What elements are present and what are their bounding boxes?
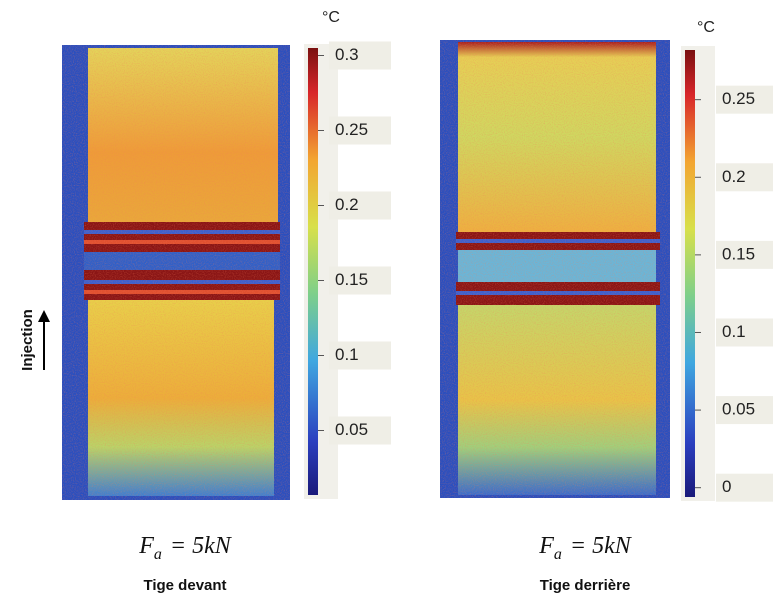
tick-label-box xyxy=(329,341,391,370)
tick-label: 0.2 xyxy=(722,167,746,186)
tick-label: 0.1 xyxy=(335,345,359,364)
tick-label-box xyxy=(716,240,773,269)
tick-label: 0.2 xyxy=(335,195,359,214)
formula-symbol: F xyxy=(138,533,154,559)
injection-label: Injection xyxy=(19,309,36,371)
tick-label-box xyxy=(329,191,391,220)
tick-label-box xyxy=(716,396,773,425)
thermal-image-right xyxy=(440,40,670,498)
thermal-image-left xyxy=(62,45,290,500)
tick-label: 0.15 xyxy=(722,244,755,263)
colorbar-gradient xyxy=(685,50,695,497)
formula: Fa = 5kN xyxy=(538,533,633,563)
tick-label-box xyxy=(329,116,391,145)
tick-label-box xyxy=(716,473,773,502)
formula-symbol: F xyxy=(538,533,554,559)
tick-label: 0.05 xyxy=(335,420,368,439)
tick-label-box xyxy=(716,85,773,114)
formula: Fa = 5kN xyxy=(138,533,233,563)
tick-label-box xyxy=(329,41,391,70)
caption: Tige derrière xyxy=(540,577,631,594)
caption: Tige devant xyxy=(143,577,226,594)
colorbar-gradient xyxy=(308,48,318,495)
tick-label: 0 xyxy=(722,477,731,496)
tick-label: 0.1 xyxy=(722,322,746,341)
formula-subscript: a xyxy=(554,546,562,563)
colorbar-unit: °C xyxy=(697,19,715,36)
colorbar-unit: °C xyxy=(322,9,340,26)
formula-subscript: a xyxy=(154,546,162,563)
tick-label: 0.15 xyxy=(335,270,368,289)
tick-label: 0.25 xyxy=(722,89,755,108)
tick-label: 0.05 xyxy=(722,400,755,419)
colorbar: °C 0.3 0.25 0.2 0.15 0.1 0.05 xyxy=(304,9,391,499)
tick-label-box xyxy=(716,318,773,347)
formula-text: = 5kN xyxy=(170,533,233,559)
arrow-head xyxy=(38,310,50,322)
formula-text: = 5kN xyxy=(570,533,633,559)
tick-label: 0.3 xyxy=(335,45,359,64)
tick-label-box xyxy=(716,163,773,192)
colorbar: °C 0.25 0.2 0.15 0.1 0.05 0 xyxy=(681,19,773,502)
tick-label-box xyxy=(329,416,391,445)
tick-label-box xyxy=(329,266,391,295)
side-label: Injection xyxy=(19,309,50,371)
tick-label: 0.25 xyxy=(335,120,368,139)
